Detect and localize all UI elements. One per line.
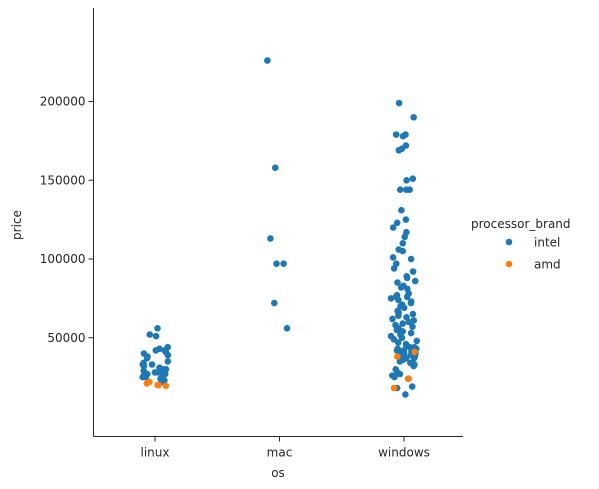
data-point-intel — [409, 323, 416, 331]
x-axis-label: os — [271, 466, 285, 480]
data-point-intel — [264, 57, 271, 64]
data-point-amd — [162, 382, 170, 390]
data-point-amd — [390, 384, 398, 392]
data-point-intel — [164, 358, 172, 365]
data-point-intel — [390, 265, 398, 272]
y-ticks: 50000 100000 150000 200000 — [40, 95, 94, 345]
data-point-intel — [273, 260, 280, 268]
x-tick-label: linux — [141, 446, 170, 460]
data-point-intel — [395, 296, 402, 304]
legend-label-amd: amd — [534, 258, 561, 272]
data-point-intel — [148, 361, 156, 368]
data-point-intel — [399, 247, 407, 255]
x-tick-label: windows — [378, 446, 430, 460]
data-point-intel — [283, 325, 291, 332]
data-point-intel — [139, 373, 146, 381]
data-point-intel — [410, 354, 418, 362]
data-point-intel — [143, 354, 151, 362]
data-point-intel — [407, 255, 415, 263]
data-point-amd — [411, 348, 419, 356]
legend-marker-intel — [505, 238, 513, 246]
data-point-intel — [389, 224, 397, 231]
data-point-intel — [272, 164, 279, 171]
data-point-intel — [403, 293, 411, 301]
data-point-intel — [403, 186, 410, 193]
data-point-intel — [392, 131, 400, 138]
data-point-amd — [394, 353, 401, 360]
data-point-intel — [409, 310, 417, 318]
legend: processor_brand intel amd — [471, 217, 571, 272]
data-point-intel — [399, 240, 407, 247]
data-point-intel — [140, 362, 148, 370]
data-point-intel — [396, 370, 404, 378]
data-point-intel — [271, 299, 278, 307]
x-ticks: linux mac windows — [141, 436, 430, 460]
data-point-intel — [395, 99, 403, 107]
data-point-intel — [395, 147, 403, 154]
data-point-intel — [154, 325, 161, 332]
data-point-intel — [152, 332, 160, 340]
data-point-intel — [405, 318, 413, 326]
data-point-intel — [402, 391, 409, 398]
data-point-intel — [411, 277, 419, 285]
y-axis-label: price — [10, 210, 24, 240]
legend-label-intel: intel — [534, 236, 560, 250]
data-point-intel — [146, 331, 154, 338]
data-point-intel — [152, 347, 160, 354]
data-point-intel — [393, 219, 401, 227]
data-point-intel — [413, 337, 421, 345]
data-point-intel — [399, 132, 407, 140]
data-point-intel — [267, 235, 274, 242]
data-point-intel — [389, 254, 397, 261]
legend-title: processor_brand — [471, 217, 571, 231]
data-point-intel — [394, 279, 401, 286]
data-point-intel — [389, 315, 396, 323]
y-tick-label: 150000 — [40, 173, 86, 187]
data-point-intel — [407, 329, 415, 337]
data-point-intel — [402, 216, 410, 223]
data-point-intel — [409, 268, 417, 275]
data-point-intel — [394, 339, 402, 346]
data-point-amd — [405, 375, 413, 383]
data-point-intel — [410, 114, 418, 121]
data-point-intel — [408, 383, 416, 390]
x-tick-label: mac — [267, 446, 293, 460]
data-point-intel — [387, 295, 395, 302]
data-point-intel — [151, 369, 159, 376]
data-point-intel — [407, 299, 415, 307]
data-point-intel — [396, 186, 404, 193]
data-point-intel — [410, 362, 418, 370]
data-point-intel — [391, 373, 398, 381]
data-point-intel — [164, 351, 172, 359]
data-point-intel — [403, 274, 411, 282]
data-point-intel — [399, 320, 407, 327]
data-point-intel — [403, 177, 410, 184]
legend-marker-amd — [505, 260, 513, 268]
y-tick-label: 50000 — [47, 331, 85, 345]
data-point-amd — [143, 380, 151, 387]
data-point-amd — [155, 381, 162, 389]
data-point-intel — [401, 233, 409, 241]
y-tick-label: 200000 — [40, 95, 86, 109]
data-point-intel — [400, 304, 408, 312]
data-point-intel — [398, 206, 405, 214]
data-points — [139, 57, 421, 398]
y-tick-label: 100000 — [40, 252, 86, 266]
data-point-intel — [397, 284, 405, 291]
data-point-intel — [409, 175, 417, 182]
data-point-intel — [393, 326, 401, 334]
data-point-intel — [280, 260, 287, 268]
data-point-intel — [395, 312, 402, 320]
data-point-intel — [398, 334, 406, 342]
